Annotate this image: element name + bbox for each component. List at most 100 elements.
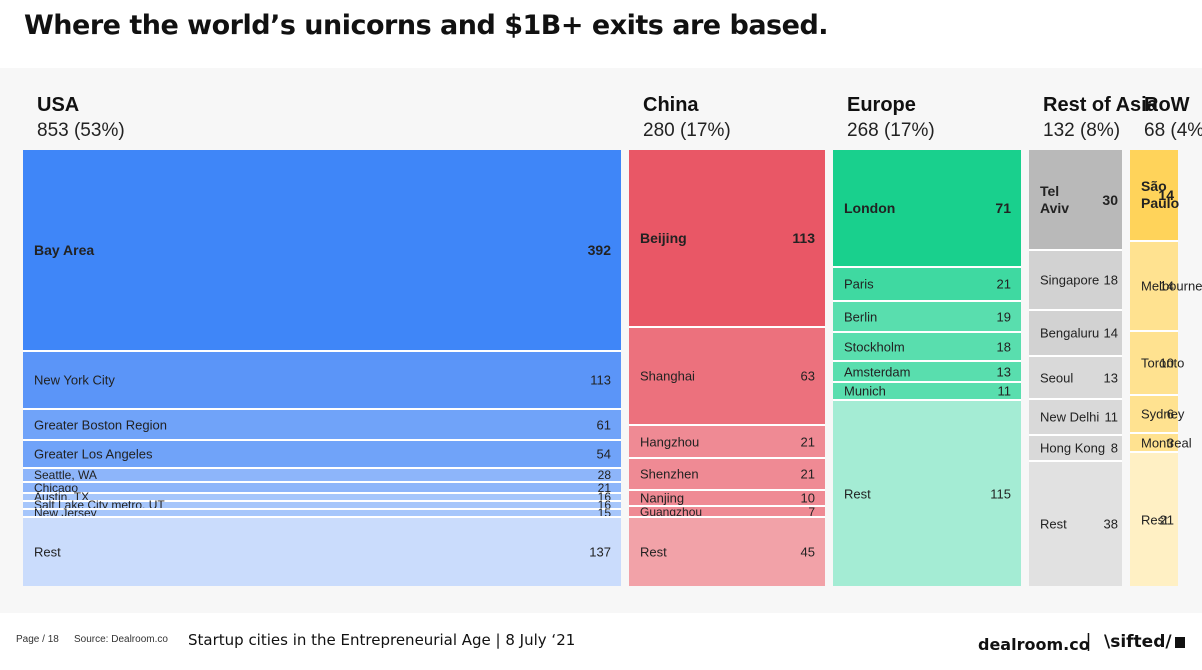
city-label: Tel Aviv <box>1040 182 1070 216</box>
city-value: 10 <box>800 490 815 506</box>
city-value: 13 <box>996 364 1011 379</box>
city-label: New York City <box>34 372 115 388</box>
city-value: 21 <box>800 466 815 482</box>
city-cell: Bay Area 392 <box>23 150 621 350</box>
city-cell: Singapore 18 <box>1029 249 1122 309</box>
city-label: Greater Boston Region <box>34 417 167 432</box>
region-total: 132 (8%) <box>1043 120 1121 141</box>
city-value: 14 <box>1158 187 1174 203</box>
city-value: 18 <box>996 339 1011 354</box>
logo-separator: | <box>1086 631 1091 652</box>
city-value: 13 <box>1103 370 1118 385</box>
city-label: Rest <box>1141 512 1168 527</box>
city-label: London <box>844 200 896 216</box>
city-label: Berlin <box>844 309 878 324</box>
city-cell: Salt Lake City metro, UT 16 <box>23 498 621 512</box>
region-name: Rest of Asia <box>1043 94 1158 116</box>
city-value: 137 <box>589 544 611 560</box>
city-label: Rest <box>844 486 871 501</box>
city-cell: Greater Los Angeles 54 <box>23 439 621 467</box>
city-cell: Rest 137 <box>23 516 621 586</box>
city-cell: Shenzhen 21 <box>629 457 825 489</box>
city-cell: Chicago 21 <box>23 480 621 495</box>
footer: Page / 18 Source: Dealroom.co Startup ci… <box>0 613 1202 670</box>
city-value: 11 <box>1104 409 1119 425</box>
city-label: Shanghai <box>640 368 695 384</box>
city-label: Seattle, WA <box>34 468 97 482</box>
sifted-logo-text: \sifted/ <box>1104 632 1172 652</box>
city-label: Melbourne <box>1141 278 1202 294</box>
region-total: 853 (53%) <box>37 120 125 141</box>
city-cell: Bengaluru 14 <box>1029 309 1122 355</box>
city-value: 21 <box>597 480 611 495</box>
city-value: 115 <box>990 486 1011 501</box>
city-label: Hangzhou <box>640 434 700 449</box>
sifted-logo: \sifted/ <box>1104 632 1185 652</box>
city-value: 14 <box>1103 325 1118 341</box>
region-cells: Beijing 113 Shanghai 63 Hangzhou 21 Shenzhen 21… <box>629 150 825 586</box>
city-cell: Amsterdam 13 <box>833 360 1021 381</box>
city-cell: Rest 115 <box>833 399 1021 586</box>
city-label: Stockholm <box>844 339 905 354</box>
dealroom-logo: dealroom.co <box>978 635 1090 654</box>
page-number: Page / 18 <box>16 634 59 645</box>
city-label: Bengaluru <box>1040 325 1100 341</box>
city-label: Munich <box>844 383 886 399</box>
city-cell: Seoul 13 <box>1029 355 1122 398</box>
city-cell: London 71 <box>833 150 1021 266</box>
city-value: 113 <box>590 372 611 388</box>
source-note: Source: Dealroom.co <box>74 634 168 645</box>
city-cell: Hangzhou 21 <box>629 424 825 457</box>
region-total: 68 (4%) <box>1144 120 1202 141</box>
city-value: 63 <box>800 368 815 384</box>
city-value: 113 <box>792 230 815 246</box>
city-cell: New Jersey 15 <box>23 506 621 520</box>
city-label: Chicago <box>34 480 79 495</box>
city-cell: Nanjing 10 <box>629 489 825 506</box>
city-value: 11 <box>997 383 1012 399</box>
city-value: 392 <box>587 242 611 258</box>
city-value: 10 <box>1159 355 1174 371</box>
region-cells: London 71 Paris 21 Berlin 19 Stockholm 18 Amster… <box>833 150 1021 586</box>
city-value: 14 <box>1159 278 1174 294</box>
city-value: 45 <box>800 544 815 560</box>
city-value: 71 <box>995 200 1011 216</box>
city-value: 21 <box>800 434 815 449</box>
city-cell: Montreal 3 <box>1130 432 1192 451</box>
city-label: New Delhi <box>1040 409 1100 425</box>
city-cell: Berlin 19 <box>833 300 1021 331</box>
region-cells: São Paulo 14 Melbourne 14 Toronto 10 Sydney 6 Mo… <box>1130 150 1202 586</box>
city-value: 38 <box>1103 516 1118 532</box>
region-name: Europe <box>847 94 916 116</box>
city-label: São Paulo <box>1141 178 1180 211</box>
city-value: 30 <box>1102 191 1118 208</box>
region-total: 280 (17%) <box>643 120 731 141</box>
city-cell: Rest 21 <box>1130 451 1178 586</box>
region-name: RoW <box>1144 94 1190 116</box>
city-label: Toronto <box>1141 355 1185 371</box>
city-cell: New Delhi 11 <box>1029 398 1122 434</box>
city-cell: Seattle, WA 28 <box>23 467 621 482</box>
city-cell: Munich 11 <box>833 381 1021 399</box>
city-cell: Guangzhou 7 <box>629 504 825 519</box>
city-label: Shenzhen <box>640 466 699 482</box>
city-value: 6 <box>1166 406 1174 422</box>
region-name: China <box>643 94 699 116</box>
city-value: 54 <box>596 446 611 462</box>
region-cells: Bay Area 392 New York City 113 Greater Bosto… <box>23 150 621 586</box>
city-cell: Sydney 6 <box>1130 394 1184 432</box>
city-value: 7 <box>808 504 815 519</box>
treemap-chart: USA 853 (53%) Bay Area 392 New York City 113 G… <box>0 68 1202 613</box>
city-label: Seoul <box>1040 370 1074 385</box>
page-title: Where the world’s unicorns and $1B+ exit… <box>24 10 829 41</box>
city-cell: Beijing 113 <box>629 150 825 326</box>
city-cell: Paris 21 <box>833 266 1021 300</box>
city-label: Rest <box>1040 516 1067 532</box>
city-cell: Shanghai 63 <box>629 326 825 424</box>
city-cell: Toronto 10 <box>1130 330 1184 394</box>
city-value: 3 <box>1166 435 1174 450</box>
city-value: 8 <box>1110 440 1118 456</box>
city-value: 61 <box>596 417 611 432</box>
city-cell: Rest 38 <box>1029 460 1122 586</box>
city-label: Sydney <box>1141 406 1185 422</box>
